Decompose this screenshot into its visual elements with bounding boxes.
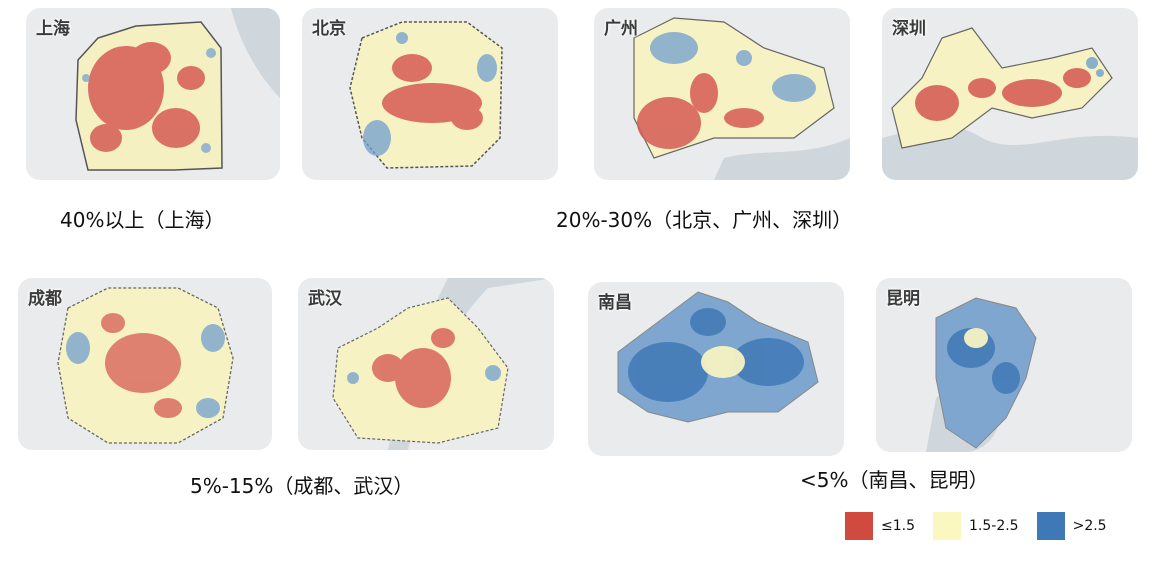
caption-group4: <5%（南昌、昆明） (800, 468, 989, 492)
legend-item-mid: 1.5-2.5 (933, 512, 1019, 540)
map-panel-wuhan: 武汉 (298, 278, 554, 450)
caption-group2: 20%-30%（北京、广州、深圳） (556, 208, 853, 232)
legend-item-low: ≤1.5 (845, 512, 915, 540)
map-kunming (926, 297, 1037, 452)
city-label-guangzhou: 广州 (604, 19, 638, 39)
map-panel-nanchang: 南昌 (588, 282, 844, 456)
map-panel-shanghai: 上海 (26, 8, 280, 180)
city-label-shanghai: 上海 (36, 19, 70, 39)
legend-label-mid: 1.5-2.5 (969, 518, 1019, 534)
map-chengdu (57, 287, 234, 444)
map-nanchang (617, 291, 819, 423)
city-label-chengdu: 成都 (28, 289, 62, 309)
city-label-beijing: 北京 (312, 19, 346, 39)
map-beijing (349, 21, 503, 169)
legend-label-low: ≤1.5 (881, 518, 915, 534)
legend-swatch-mid (933, 512, 961, 540)
legend-label-high: >2.5 (1072, 518, 1107, 534)
city-label-kunming: 昆明 (886, 289, 920, 309)
caption-group1: 40%以上（上海） (60, 208, 225, 232)
legend-item-high: >2.5 (1036, 512, 1107, 540)
map-panel-kunming: 昆明 (876, 278, 1132, 452)
legend-swatch-low (845, 512, 873, 540)
caption-group3: 5%-15%（成都、武汉） (190, 474, 414, 498)
city-label-shenzhen: 深圳 (892, 19, 926, 39)
map-shanghai (75, 8, 280, 171)
city-label-wuhan: 武汉 (308, 289, 342, 309)
map-panel-guangzhou: 广州 (594, 8, 850, 180)
city-label-nanchang: 南昌 (598, 293, 632, 313)
map-wuhan (332, 278, 554, 450)
map-panel-beijing: 北京 (302, 8, 558, 180)
map-shenzhen (882, 27, 1138, 180)
legend-swatch-high (1036, 512, 1065, 540)
map-guangzhou (633, 17, 850, 180)
legend: ≤1.5 1.5-2.5 >2.5 (845, 511, 1125, 541)
map-panel-shenzhen: 深圳 (882, 8, 1138, 180)
map-panel-chengdu: 成都 (18, 278, 272, 450)
